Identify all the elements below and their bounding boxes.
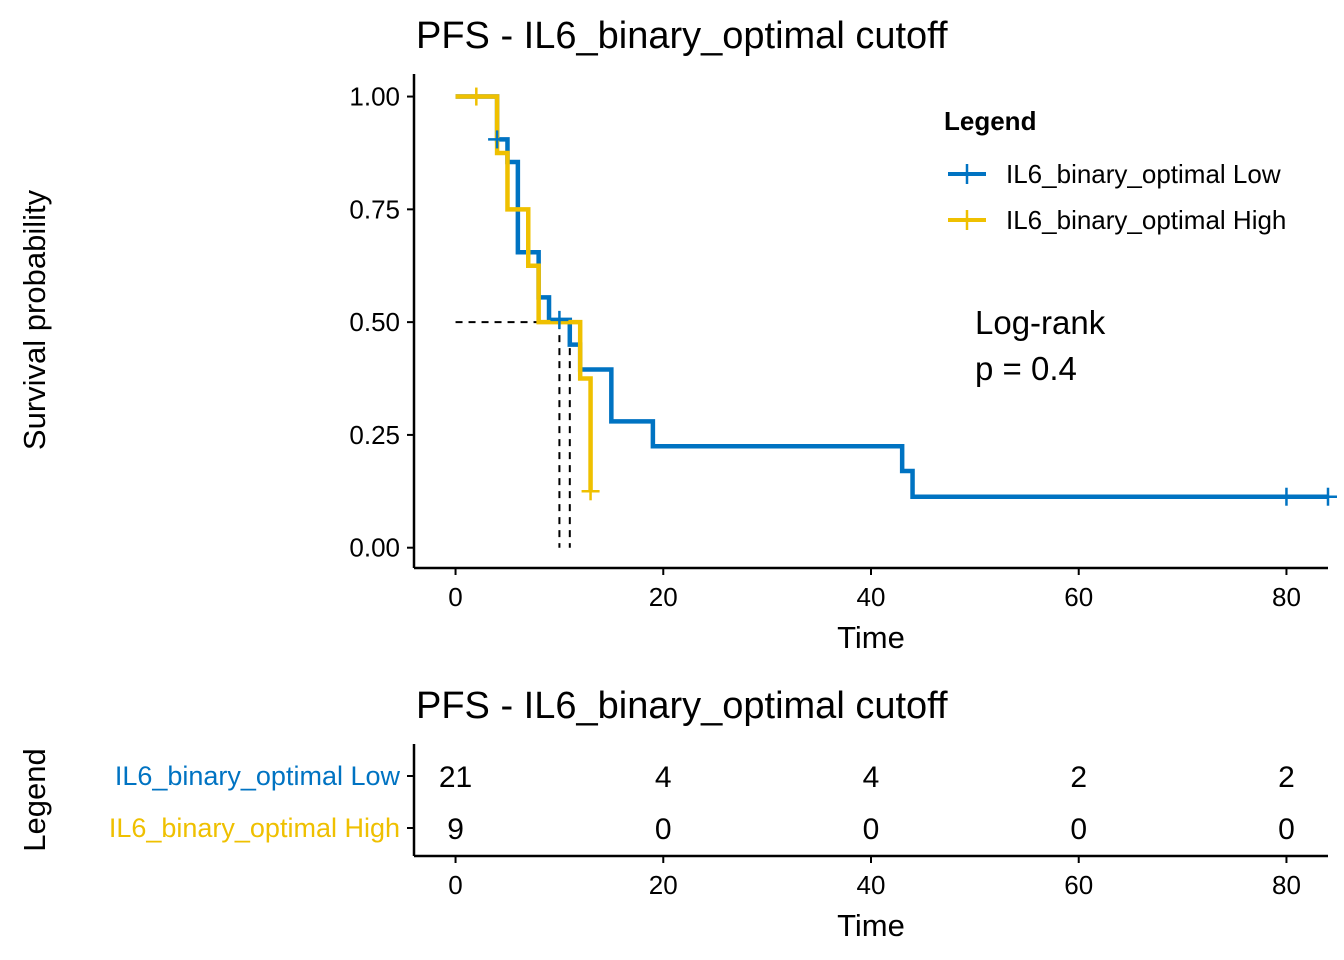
x-tick-label: 0 bbox=[448, 582, 462, 612]
chart-legend: Legend IL6_binary_optimal Low IL6_binary… bbox=[944, 106, 1286, 235]
censor-mark bbox=[488, 130, 507, 149]
y-tick-label: 0.50 bbox=[349, 307, 400, 337]
risk-row-label: IL6_binary_optimal High bbox=[109, 813, 400, 843]
censor-mark bbox=[581, 482, 600, 501]
y-axis-label: Survival probability bbox=[17, 189, 52, 450]
risk-row-label: IL6_binary_optimal Low bbox=[115, 761, 401, 791]
risk-table-title: PFS - IL6_binary_optimal cutoff bbox=[416, 685, 948, 727]
median-lines bbox=[455, 321, 571, 548]
risk-count: 0 bbox=[1278, 813, 1295, 846]
x-tick-label: 40 bbox=[857, 582, 886, 612]
survival-curve-high bbox=[455, 94, 593, 492]
logrank-label: Log-rank bbox=[975, 304, 1106, 341]
risk-table-x-label: Time bbox=[837, 908, 905, 943]
logrank-annotation: Log-rank p = 0.4 bbox=[975, 304, 1106, 387]
risk-table-panel: PFS - IL6_binary_optimal cutoff Legend T… bbox=[17, 685, 1328, 943]
survival-plot-axes: 0.00 0.25 0.50 0.75 1.00 0 20 40 60 80 bbox=[349, 74, 1328, 612]
risk-x-tick-label: 80 bbox=[1272, 870, 1301, 900]
y-tick-label: 0.00 bbox=[349, 533, 400, 563]
y-tick-label: 1.00 bbox=[349, 82, 400, 112]
legend-label-low: IL6_binary_optimal Low bbox=[1006, 159, 1281, 189]
legend-title: Legend bbox=[944, 106, 1036, 136]
y-tick-label: 0.75 bbox=[349, 194, 400, 224]
x-tick-label: 60 bbox=[1064, 582, 1093, 612]
survival-curves bbox=[455, 94, 1328, 499]
risk-count: 0 bbox=[1070, 813, 1087, 846]
risk-count: 2 bbox=[1070, 761, 1087, 794]
legend-label-high: IL6_binary_optimal High bbox=[1006, 205, 1286, 235]
risk-x-tick-label: 40 bbox=[857, 870, 886, 900]
risk-count: 4 bbox=[863, 761, 880, 794]
survival-plot-panel: PFS - IL6_binary_optimal cutoff Survival… bbox=[17, 15, 1337, 655]
censor-mark bbox=[1319, 487, 1337, 506]
risk-x-tick-label: 20 bbox=[649, 870, 678, 900]
x-axis-label: Time bbox=[837, 620, 905, 655]
risk-count: 2 bbox=[1278, 761, 1295, 794]
legend-item-high: IL6_binary_optimal High bbox=[948, 205, 1286, 235]
y-tick-label: 0.25 bbox=[349, 420, 400, 450]
censor-mark bbox=[1277, 487, 1296, 506]
risk-x-tick-label: 60 bbox=[1064, 870, 1093, 900]
risk-count: 0 bbox=[655, 813, 672, 846]
censor-mark bbox=[467, 87, 486, 106]
legend-item-low: IL6_binary_optimal Low bbox=[948, 159, 1281, 189]
risk-count: 4 bbox=[655, 761, 672, 794]
censor-mark bbox=[550, 310, 569, 329]
risk-count: 0 bbox=[863, 813, 880, 846]
survival-plot-title: PFS - IL6_binary_optimal cutoff bbox=[416, 15, 948, 57]
risk-count: 21 bbox=[439, 761, 472, 794]
x-tick-label: 20 bbox=[649, 582, 678, 612]
risk-table-y-label: Legend bbox=[17, 748, 52, 851]
survival-curve-low bbox=[455, 94, 1328, 499]
risk-x-tick-label: 0 bbox=[448, 870, 462, 900]
risk-count: 9 bbox=[447, 813, 464, 846]
risk-table-cells: 21 4 4 2 2 9 0 0 0 0 bbox=[439, 761, 1295, 846]
logrank-pvalue: p = 0.4 bbox=[975, 350, 1077, 387]
x-tick-label: 80 bbox=[1272, 582, 1301, 612]
censor-marks bbox=[467, 87, 1337, 506]
